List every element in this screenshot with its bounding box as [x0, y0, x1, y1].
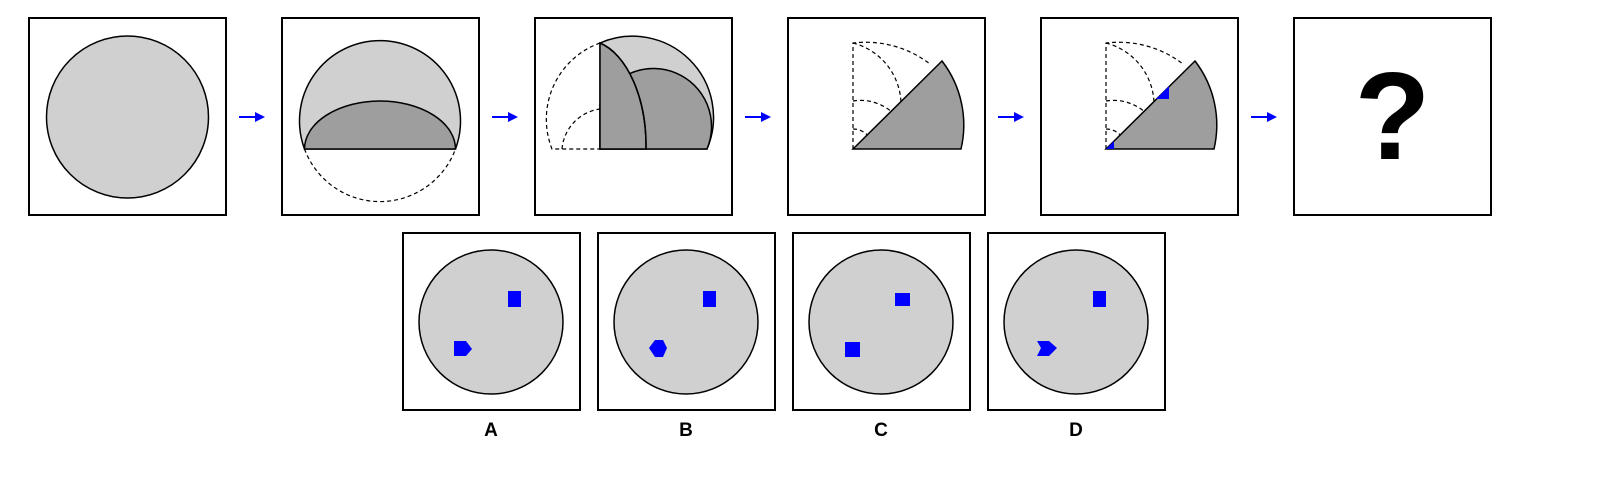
option-c-panel[interactable]	[792, 232, 971, 411]
question-mark: ?	[1354, 48, 1431, 186]
cutout-square	[1156, 86, 1169, 99]
step-5-panel	[1040, 17, 1239, 216]
option-a-label: A	[484, 420, 498, 441]
cutout-corner	[1106, 141, 1114, 149]
option-a-figure	[418, 249, 564, 395]
cutout-figure	[1104, 41, 1218, 150]
step-4-panel	[787, 17, 986, 216]
right-arrow-icon	[998, 112, 1024, 122]
option-c-label: C	[874, 420, 888, 441]
option-d-panel[interactable]	[987, 232, 1166, 411]
right-arrow-icon	[492, 112, 518, 122]
option-c-figure	[808, 249, 954, 395]
right-arrow-icon	[239, 112, 265, 122]
option-d-label: D	[1069, 420, 1083, 441]
step-2-panel	[281, 17, 480, 216]
step-6-panel: ?	[1293, 17, 1492, 216]
right-arrow-icon	[745, 112, 771, 122]
step-1-panel	[28, 17, 227, 216]
eighth-fold-figure	[851, 41, 965, 150]
step-3-panel	[534, 17, 733, 216]
full-circle-figure	[45, 35, 210, 199]
option-a-panel[interactable]	[402, 232, 581, 411]
right-arrow-icon	[1251, 112, 1277, 122]
option-b-figure	[613, 249, 759, 395]
option-d-figure	[1003, 249, 1149, 395]
option-b-panel[interactable]	[597, 232, 776, 411]
option-b-label: B	[679, 420, 693, 441]
half-fold-figure	[298, 39, 462, 203]
quarter-fold-figure	[545, 35, 715, 150]
